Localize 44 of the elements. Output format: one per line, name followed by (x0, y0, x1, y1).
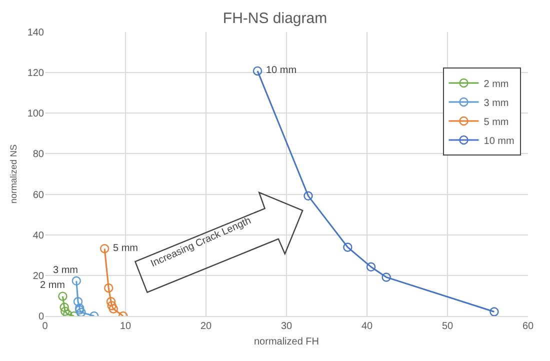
annotation: 5 mm (113, 243, 138, 254)
legend-label: 2 mm (484, 78, 509, 90)
point (75, 305, 84, 315)
y-tick-label: 120 (27, 68, 44, 80)
y-tick-label: 80 (32, 149, 44, 160)
x-tick-label: 60 (522, 321, 534, 332)
point (75, 303, 84, 313)
x-tick-label: 50 (442, 321, 454, 332)
point (107, 301, 116, 310)
x-tick-label: 30 (280, 321, 292, 332)
annotation: 3 mm (53, 265, 78, 276)
point (60, 302, 69, 312)
y-axis-title: normalized NS (8, 144, 19, 204)
annotation: 10 mm (266, 65, 297, 76)
y-tick-label: 60 (32, 190, 44, 201)
x-tick-label: 10 (120, 321, 132, 332)
x-tick-label: 20 (200, 321, 212, 332)
point (58, 292, 68, 301)
point (382, 272, 391, 282)
y-tick-label: 140 (27, 28, 44, 38)
point (72, 276, 81, 286)
y-tick-label: 20 (32, 270, 44, 282)
point (76, 308, 86, 316)
point (106, 297, 116, 306)
y-tick-label: 40 (32, 230, 44, 242)
point (60, 306, 70, 316)
point (490, 307, 499, 316)
point (108, 304, 118, 314)
legend-label: 3 mm (484, 98, 509, 109)
legend-label: 10 mm (484, 136, 514, 147)
point (100, 244, 110, 254)
annotation: 2 mm (40, 280, 65, 291)
x-tick-label: 40 (361, 321, 373, 332)
point (304, 191, 313, 201)
y-tick-label: 0 (38, 312, 44, 322)
point (343, 242, 352, 252)
point (252, 66, 262, 76)
legend-label: 5 mm (484, 116, 509, 128)
x-axis-title: normalized FH (254, 336, 320, 348)
y-tick-label: 100 (27, 108, 44, 120)
chart-title: FH-NS diagram (222, 10, 328, 28)
point (104, 283, 114, 293)
point (366, 262, 376, 272)
point (73, 297, 83, 306)
